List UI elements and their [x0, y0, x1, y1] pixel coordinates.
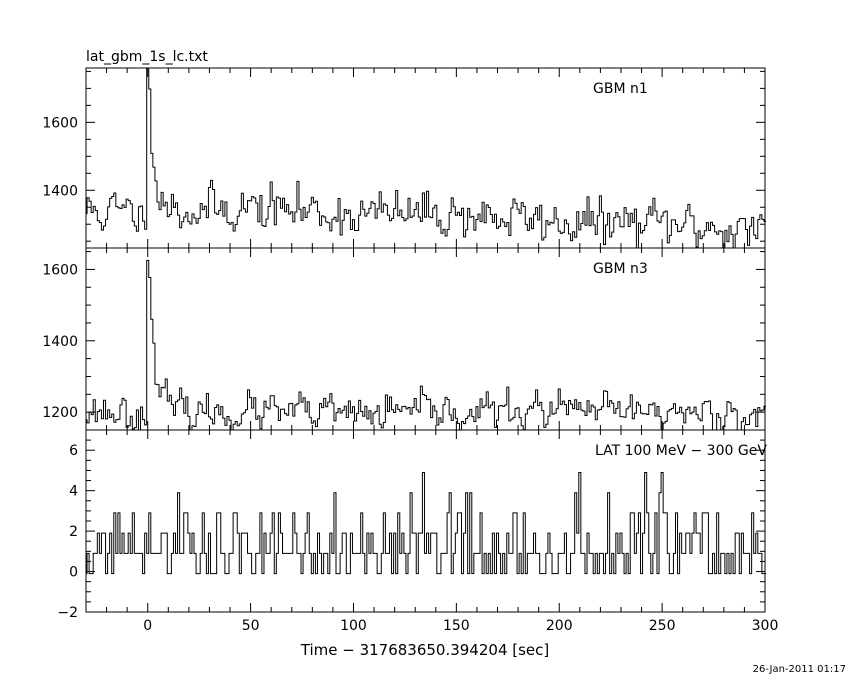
x-tick-label: 250 — [649, 618, 676, 634]
x-tick-label: 200 — [546, 618, 573, 634]
x-tick-label: 50 — [242, 618, 260, 634]
y-tick-label: 2 — [69, 524, 78, 540]
y-tick-label: 0 — [69, 565, 78, 581]
panel-label-1: GBM n1 — [593, 81, 648, 97]
panel-2: 1200 1400 1600 GBM n3 — [42, 247, 767, 431]
x-tick-label: 100 — [340, 618, 367, 634]
y-tick-label: 1600 — [42, 115, 78, 131]
x-axis-label: Time − 317683650.394204 [sec] — [300, 641, 550, 659]
x-tick-label: 150 — [443, 618, 470, 634]
panel-3: −2 0 2 4 6 0 50 100 150 200 250 300 LAT 100 MeV − 30… — [57, 429, 779, 634]
series-line-2 — [86, 259, 767, 431]
y-tick-label: 1600 — [42, 262, 78, 278]
panel-label-2: GBM n3 — [593, 261, 648, 277]
panel-label-3: LAT 100 MeV − 300 GeV — [595, 443, 767, 459]
y-tick-label: 1400 — [42, 183, 78, 199]
panel-1: 1400 1600 GBM n1 — [42, 67, 767, 249]
y-tick-label: 6 — [69, 443, 78, 459]
y-tick-label: 1200 — [42, 405, 78, 421]
series-line-3 — [86, 471, 767, 575]
series-line-1 — [86, 67, 767, 249]
y-tick-label: 4 — [69, 484, 78, 500]
y-tick-label: −2 — [57, 605, 78, 621]
x-tick-label: 0 — [143, 618, 152, 634]
figure-title: lat_gbm_1s_lc.txt — [86, 49, 208, 65]
timestamp: 26-Jan-2011 01:17 — [753, 664, 846, 675]
y-tick-label: 1400 — [42, 334, 78, 350]
x-tick-label: 300 — [752, 618, 779, 634]
